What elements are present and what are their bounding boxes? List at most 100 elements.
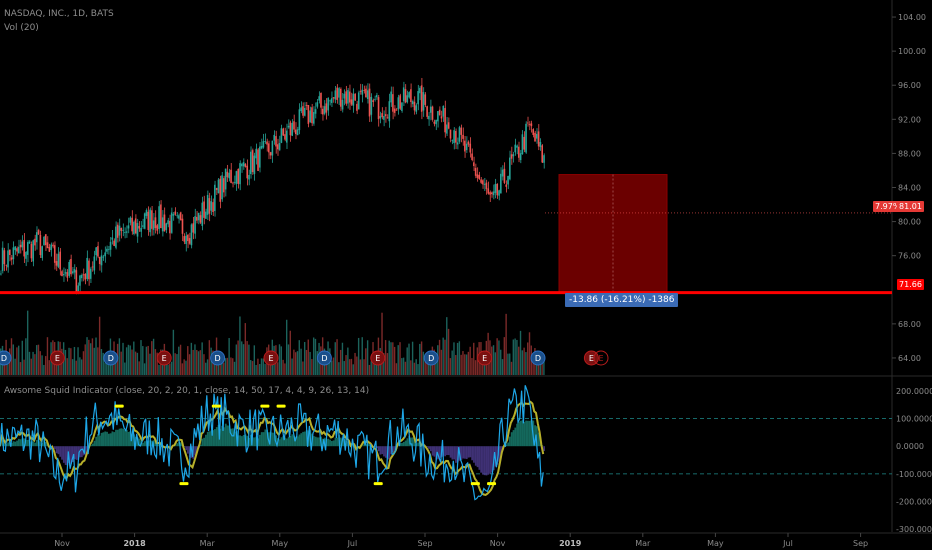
candle-body [474,167,477,176]
candle-body [107,249,110,251]
candle-body [88,260,90,280]
indicator-histogram-bar [496,446,499,465]
candle-body [244,163,247,167]
volume-bar [190,342,193,375]
earnings-marker [263,350,279,366]
candle-body [230,169,232,183]
candle-body [257,149,259,171]
indicator-histogram-bar [116,429,119,447]
candle-body [363,90,365,91]
indicator-histogram-bar [300,433,303,447]
volume-bar [528,332,531,375]
candle-body [75,270,78,294]
dividend-marker [210,350,226,366]
volume-bar [199,350,202,375]
volume-bar [338,362,340,375]
indicator-histogram-bar [70,446,72,464]
candle-body [500,173,502,194]
indicator-histogram-bar [221,425,224,447]
indicator-histogram-bar [233,431,236,447]
volume-bar [449,358,452,375]
volume-bar [521,350,524,375]
indicator-histogram-bar [476,446,479,468]
candle-body [268,143,270,153]
volume-bar [350,358,353,375]
time-tick-label: Mar [200,539,216,548]
volume-bar [183,359,185,375]
time-tick-label: 2018 [123,539,146,548]
indicator-histogram-bar [62,446,65,463]
indicator-histogram-bar [41,442,44,447]
candle-body [59,251,61,270]
indicator-histogram-bar [510,432,513,447]
event-marker-label: D [535,354,541,363]
volume-bar [532,356,534,375]
candle-body [530,123,533,127]
candle-body [17,246,20,254]
candle-body [219,178,222,202]
volume-bar [239,316,241,375]
indicator-histogram-bar [285,438,288,447]
candle-body [467,141,470,145]
indicator-histogram-bar [80,446,83,458]
candle-body [483,183,486,185]
candle-body [259,146,261,168]
volume-bar [264,363,266,375]
volume-bar [206,359,209,375]
indicator-histogram-bar [178,442,180,447]
candle-body [206,195,209,215]
indicator-histogram-bar [187,446,189,454]
indicator-histogram-bar [332,440,335,447]
price-tick-label: 96.00 [898,81,921,90]
volume-bar [129,345,131,375]
candle-body [339,88,342,107]
volume-bar [230,357,232,375]
candle-body [314,109,317,114]
candle-body [111,237,114,240]
indicator-histogram-bar [86,446,89,452]
volume-bar [133,341,135,375]
candle-body [14,246,16,251]
indicator-main-line [0,385,544,501]
indicator-histogram-bar [16,440,18,447]
candle-body [228,172,231,179]
event-marker-label: E [162,354,167,363]
indicator-dot-marker [179,482,189,486]
candle-body [239,163,241,185]
indicator-histogram-bar [32,441,35,447]
indicator-histogram-bar [514,427,517,447]
indicator-histogram-bar [428,446,430,449]
candle-body [100,255,103,266]
candle-body [170,212,173,233]
dividend-marker [103,350,119,366]
volume-bar [66,358,68,375]
indicator-histogram-bar [519,420,522,447]
indicator-histogram-bar [194,446,197,456]
indicator-histogram-bar [64,446,67,465]
volume-bar [361,337,363,375]
volume-bar [341,342,344,375]
candle-body [541,145,544,163]
candle-body [372,100,374,102]
volume-bar [98,316,101,375]
indicator-histogram-bar [487,446,490,475]
measure-tooltip: -13.86 (-16.21%) -1386 [565,293,679,307]
candle-body [205,211,207,219]
volume-bar [134,351,137,375]
candle-body [379,116,382,119]
volume-bar [127,344,130,375]
volume-bar [23,359,25,375]
dividend-marker [530,350,546,366]
candle-body [61,271,63,277]
candle-body [476,174,479,178]
volume-bar [242,344,245,375]
candle-body [338,88,340,98]
candle-body [392,94,394,112]
indicator-histogram-bar [251,437,254,447]
volume-bar [496,338,498,375]
indicator-dot-marker [276,404,286,408]
volume-bar [363,359,365,375]
candle-body [365,88,367,98]
volume-bar [446,317,448,375]
